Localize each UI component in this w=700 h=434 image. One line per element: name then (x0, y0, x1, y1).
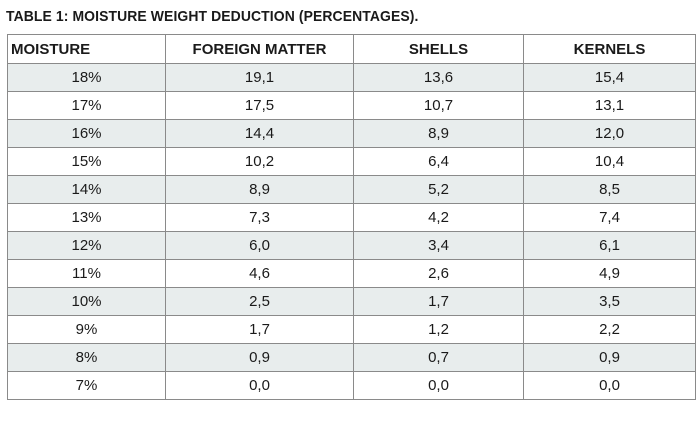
cell-shells: 0,7 (353, 343, 524, 372)
cell-moisture: 18% (7, 63, 166, 92)
cell-kernels: 2,2 (523, 315, 696, 344)
cell-shells: 1,7 (353, 287, 524, 316)
table-row: 9% 1,7 1,2 2,2 (7, 315, 696, 344)
header-kernels: KERNELS (523, 34, 696, 64)
cell-foreign-matter: 4,6 (165, 259, 354, 288)
cell-moisture: 16% (7, 119, 166, 148)
cell-moisture: 11% (7, 259, 166, 288)
header-moisture: MOISTURE (7, 34, 166, 64)
cell-shells: 5,2 (353, 175, 524, 204)
cell-moisture: 14% (7, 175, 166, 204)
table-row: 8% 0,9 0,7 0,9 (7, 343, 696, 372)
table-row: 17% 17,5 10,7 13,1 (7, 91, 696, 120)
cell-shells: 4,2 (353, 203, 524, 232)
cell-moisture: 9% (7, 315, 166, 344)
cell-kernels: 4,9 (523, 259, 696, 288)
cell-kernels: 6,1 (523, 231, 696, 260)
cell-moisture: 10% (7, 287, 166, 316)
cell-kernels: 15,4 (523, 63, 696, 92)
cell-kernels: 8,5 (523, 175, 696, 204)
cell-foreign-matter: 17,5 (165, 91, 354, 120)
cell-shells: 6,4 (353, 147, 524, 176)
cell-shells: 2,6 (353, 259, 524, 288)
cell-shells: 10,7 (353, 91, 524, 120)
header-shells: SHELLS (353, 34, 524, 64)
cell-kernels: 7,4 (523, 203, 696, 232)
table-row: 11% 4,6 2,6 4,9 (7, 259, 696, 288)
moisture-table: MOISTURE FOREIGN MATTER SHELLS KERNELS 1… (7, 34, 696, 400)
table-row: 15% 10,2 6,4 10,4 (7, 147, 696, 176)
cell-shells: 3,4 (353, 231, 524, 260)
table-row: 7% 0,0 0,0 0,0 (7, 371, 696, 400)
cell-foreign-matter: 2,5 (165, 287, 354, 316)
table-title: TABLE 1: MOISTURE WEIGHT DEDUCTION (PERC… (6, 8, 419, 25)
cell-foreign-matter: 14,4 (165, 119, 354, 148)
cell-foreign-matter: 8,9 (165, 175, 354, 204)
cell-moisture: 8% (7, 343, 166, 372)
table-row: 13% 7,3 4,2 7,4 (7, 203, 696, 232)
cell-foreign-matter: 0,0 (165, 371, 354, 400)
cell-moisture: 15% (7, 147, 166, 176)
cell-kernels: 0,0 (523, 371, 696, 400)
cell-kernels: 0,9 (523, 343, 696, 372)
table-row: 16% 14,4 8,9 12,0 (7, 119, 696, 148)
table-row: 14% 8,9 5,2 8,5 (7, 175, 696, 204)
table-row: 12% 6,0 3,4 6,1 (7, 231, 696, 260)
cell-shells: 0,0 (353, 371, 524, 400)
cell-foreign-matter: 7,3 (165, 203, 354, 232)
header-foreign-matter: FOREIGN MATTER (165, 34, 354, 64)
table-header-row: MOISTURE FOREIGN MATTER SHELLS KERNELS (7, 34, 696, 64)
cell-kernels: 12,0 (523, 119, 696, 148)
cell-shells: 1,2 (353, 315, 524, 344)
table-body: 18% 19,1 13,6 15,4 17% 17,5 10,7 13,1 16% 14,4 8,9… (7, 63, 696, 400)
cell-moisture: 12% (7, 231, 166, 260)
cell-moisture: 17% (7, 91, 166, 120)
cell-foreign-matter: 6,0 (165, 231, 354, 260)
cell-shells: 8,9 (353, 119, 524, 148)
cell-kernels: 3,5 (523, 287, 696, 316)
table-row: 10% 2,5 1,7 3,5 (7, 287, 696, 316)
cell-foreign-matter: 10,2 (165, 147, 354, 176)
cell-kernels: 13,1 (523, 91, 696, 120)
cell-foreign-matter: 19,1 (165, 63, 354, 92)
cell-moisture: 13% (7, 203, 166, 232)
cell-foreign-matter: 1,7 (165, 315, 354, 344)
cell-shells: 13,6 (353, 63, 524, 92)
table-row: 18% 19,1 13,6 15,4 (7, 63, 696, 92)
cell-foreign-matter: 0,9 (165, 343, 354, 372)
cell-moisture: 7% (7, 371, 166, 400)
cell-kernels: 10,4 (523, 147, 696, 176)
